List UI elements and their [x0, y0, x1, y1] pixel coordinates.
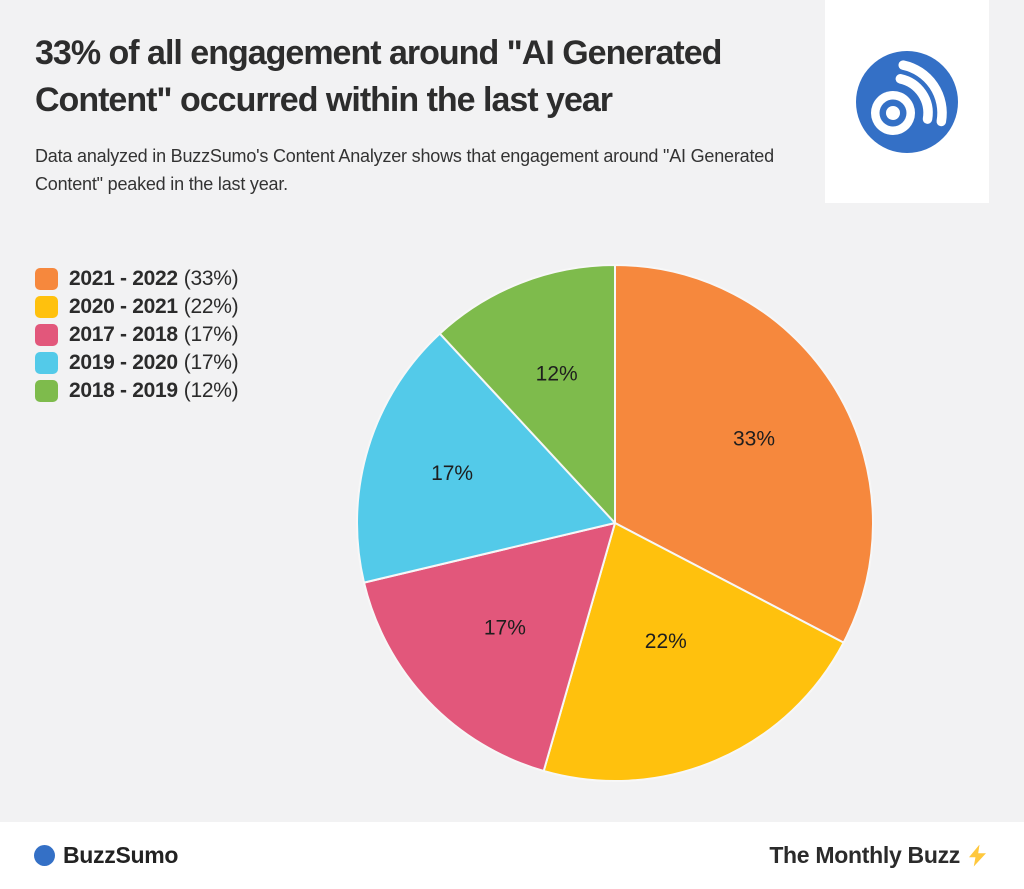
lightning-icon: [969, 844, 986, 867]
legend-swatch: [35, 268, 58, 290]
pie-slice-label: 17%: [484, 617, 526, 640]
buzzsumo-logo-card: [825, 0, 989, 203]
page-subtitle: Data analyzed in BuzzSumo's Content Anal…: [35, 146, 774, 194]
legend-label: 2018 - 2019: [69, 379, 178, 402]
legend-label: 2020 - 2021: [69, 295, 178, 318]
pie-slice-label: 33%: [733, 427, 775, 450]
pie-slice-label: 17%: [431, 462, 473, 485]
pie-slice-2017-2018: [363, 522, 616, 772]
legend-percent: (33%): [183, 267, 239, 290]
pie-slice-2018-2019: [438, 264, 616, 524]
pie-chart: 33% 22% 17% 17% 12%: [356, 264, 874, 782]
footer: BuzzSumo The Monthly Buzz: [0, 822, 1024, 889]
page-title: 33% of all engagement around "AI Generat…: [35, 34, 722, 119]
legend-item: 2017 - 2018 (17%): [35, 323, 239, 346]
legend-percent: (17%): [183, 351, 239, 374]
legend-item: 2019 - 2020 (17%): [35, 351, 239, 374]
footer-brand-name: BuzzSumo: [63, 842, 179, 868]
legend-swatch: [35, 380, 58, 402]
legend-label: 2019 - 2020: [69, 351, 178, 374]
legend-percent: (17%): [183, 323, 239, 346]
pie-chart-area: 33% 22% 17% 17% 12%: [354, 262, 876, 784]
buzzsumo-logo-icon: [856, 50, 958, 153]
legend-item: 2020 - 2021 (22%): [35, 295, 239, 318]
footer-right: The Monthly Buzz: [769, 842, 986, 869]
legend-item: 2018 - 2019 (12%): [35, 379, 239, 402]
legend-swatch: [35, 324, 58, 346]
pie-slice-2021-2022: [614, 264, 874, 644]
pie-slice-2019-2020: [356, 332, 616, 584]
legend-label: 2021 - 2022: [69, 267, 178, 290]
legend-percent: (22%): [183, 295, 239, 318]
pie-slice-label: 12%: [536, 363, 578, 386]
legend-swatch: [35, 296, 58, 318]
footer-right-text: The Monthly Buzz: [769, 842, 960, 868]
buzzsumo-dot-icon: [34, 845, 55, 866]
legend-percent: (12%): [183, 379, 239, 402]
pie-slice-label: 22%: [645, 630, 687, 653]
pie-slice-2020-2021: [542, 522, 845, 782]
legend-label: 2017 - 2018: [69, 323, 178, 346]
legend-swatch: [35, 352, 58, 374]
footer-brand: BuzzSumo: [34, 842, 178, 869]
legend-item: 2021 - 2022 (33%): [35, 267, 239, 290]
chart-legend: 2021 - 2022 (33%) 2020 - 2021 (22%) 2017…: [35, 267, 239, 402]
